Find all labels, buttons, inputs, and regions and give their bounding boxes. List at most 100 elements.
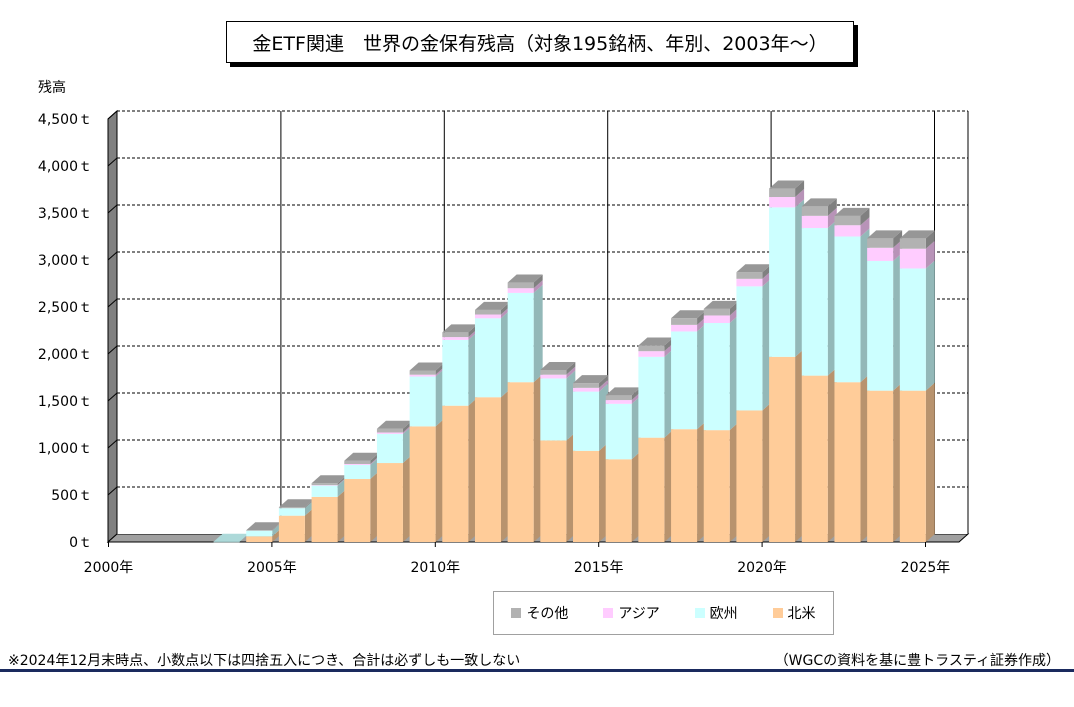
legend-swatch — [694, 608, 705, 618]
bar-top-2011年 — [474, 301, 510, 310]
bar-2022年-その他 — [834, 215, 861, 226]
bar-side-その他 — [893, 230, 903, 248]
stacked-bar-chart: 0ｔ 500ｔ 1,000ｔ 1,500ｔ 2,000ｔ 2,500ｔ 3,000ｔ 3,50… — [38, 79, 970, 576]
legend-item: アジア — [603, 603, 660, 623]
bar-2022年-アジア — [834, 225, 861, 237]
bar-side-アジア — [599, 379, 609, 392]
legend-swatch — [603, 608, 614, 618]
bar-2012年-アジア — [507, 288, 534, 293]
bar-2020年-欧州 — [769, 207, 796, 357]
bar-side-その他 — [860, 207, 870, 226]
y-axis: 0ｔ 500ｔ 1,000ｔ 1,500ｔ 2,000ｔ 2,500ｔ 3,000ｔ 3,50… — [38, 112, 92, 551]
bar-2023年-欧州 — [867, 260, 894, 391]
bar-top-2006年 — [311, 475, 347, 484]
x-tick-label: 2015年 — [574, 560, 624, 576]
bar-2007年-アジア — [344, 463, 371, 465]
bar-side-その他 — [566, 361, 576, 375]
bar-2019年-その他 — [736, 272, 763, 279]
bar-2010年-アジア — [442, 337, 469, 340]
bar-2018年-アジア — [703, 315, 730, 323]
bar-2024年-その他 — [899, 238, 926, 249]
bar-2018年-北米 — [703, 430, 730, 542]
bar-2019年-欧州 — [736, 286, 763, 411]
bar-2008年-欧州 — [376, 433, 403, 464]
bar-2021年-その他 — [801, 206, 828, 216]
bar-top-2018年 — [703, 300, 739, 309]
x-tick-label: 2005年 — [247, 560, 297, 576]
bar-2012年-北米 — [507, 382, 534, 542]
bar-2020年-アジア — [769, 197, 796, 208]
side-gridline — [107, 439, 118, 449]
bar-2005年-その他 — [278, 507, 305, 509]
bar-2015年-その他 — [605, 395, 632, 401]
bar-2007年-北米 — [344, 479, 371, 542]
bar-2009年-その他 — [409, 370, 436, 375]
y-tick-label: 3,500ｔ — [38, 206, 92, 222]
bar-side-その他 — [599, 375, 609, 388]
y-tick-label: 500ｔ — [51, 488, 92, 504]
bar-2009年-アジア — [409, 374, 436, 377]
bar-2005年-欧州 — [278, 508, 305, 516]
side-wall — [107, 109, 118, 544]
bar-top-2022年 — [834, 207, 870, 216]
bar-2013年-アジア — [540, 374, 567, 379]
bar-2008年-北米 — [376, 463, 403, 542]
bar-top-2015年 — [605, 387, 641, 396]
bar-2021年-欧州 — [801, 228, 828, 376]
legend: その他 アジア 欧州 北米 — [493, 591, 834, 635]
bar-top-2009年 — [409, 362, 445, 371]
legend-label: アジア — [618, 606, 660, 622]
side-gridline — [107, 345, 118, 355]
bars — [213, 180, 935, 543]
bar-2019年-北米 — [736, 410, 763, 542]
bar-side-その他 — [925, 230, 935, 249]
bar-top-2023年 — [867, 230, 903, 239]
bar-2017年-北米 — [671, 429, 698, 542]
bar-top-2007年 — [344, 452, 380, 461]
bar-2012年-欧州 — [507, 292, 534, 383]
x-tick-label: 2010年 — [410, 560, 460, 576]
chart-title: 金ETF関連 世界の金保有残高（対象195銘柄、年別、2003年～） — [226, 21, 854, 63]
bar-side-アジア — [860, 217, 870, 237]
y-tick-label: 1,500ｔ — [38, 394, 92, 410]
bar-2004年-その他 — [246, 530, 273, 531]
side-gridline — [107, 298, 118, 308]
legend-item: 北米 — [772, 603, 816, 623]
bar-2024年-北米 — [899, 390, 926, 542]
bar-2019年-アジア — [736, 278, 763, 287]
bar-top-2004年 — [246, 522, 282, 531]
footnote: ※2024年12月末時点、小数点以下は四捨五入につき、合計は必ずしも一致しない — [8, 653, 521, 669]
y-tick-label: 1,000ｔ — [38, 441, 92, 457]
bar-2010年-欧州 — [442, 339, 469, 406]
bar-2017年-その他 — [671, 318, 698, 325]
bar-2009年-北米 — [409, 426, 436, 542]
bar-top-2003年 — [213, 533, 249, 542]
bar-2010年-その他 — [442, 332, 469, 338]
bar-2016年-欧州 — [638, 356, 665, 438]
bar-side-その他 — [795, 180, 805, 198]
bar-side-その他 — [827, 198, 837, 216]
bar-2004年-北米 — [246, 536, 273, 542]
bar-side-アジア — [533, 280, 543, 293]
y-tick-label: 2,000ｔ — [38, 347, 92, 363]
legend-item: 欧州 — [694, 603, 738, 623]
bar-2023年-その他 — [867, 238, 894, 248]
bar-2014年-アジア — [573, 387, 600, 392]
source-note: （WGCの資料を基に豊トラスティ証券作成） — [774, 653, 1060, 669]
bar-2016年-北米 — [638, 437, 665, 542]
legend-swatch — [511, 608, 522, 618]
bar-2014年-北米 — [573, 450, 600, 542]
y-tick-label: 2,500ｔ — [38, 300, 92, 316]
bar-2011年-北米 — [474, 397, 501, 542]
bar-2005年-北米 — [278, 515, 305, 542]
bar-side-欧州 — [925, 260, 935, 391]
bar-2011年-欧州 — [474, 318, 501, 398]
bar-2006年-アジア — [311, 485, 338, 486]
bar-top-2013年 — [540, 361, 576, 370]
bar-2004年-欧州 — [246, 530, 273, 537]
bar-2011年-その他 — [474, 309, 501, 315]
bar-2006年-北米 — [311, 496, 338, 542]
legend-label: その他 — [526, 606, 569, 622]
bar-2024年-欧州 — [899, 268, 926, 391]
x-tick-label: 2025年 — [901, 560, 951, 576]
